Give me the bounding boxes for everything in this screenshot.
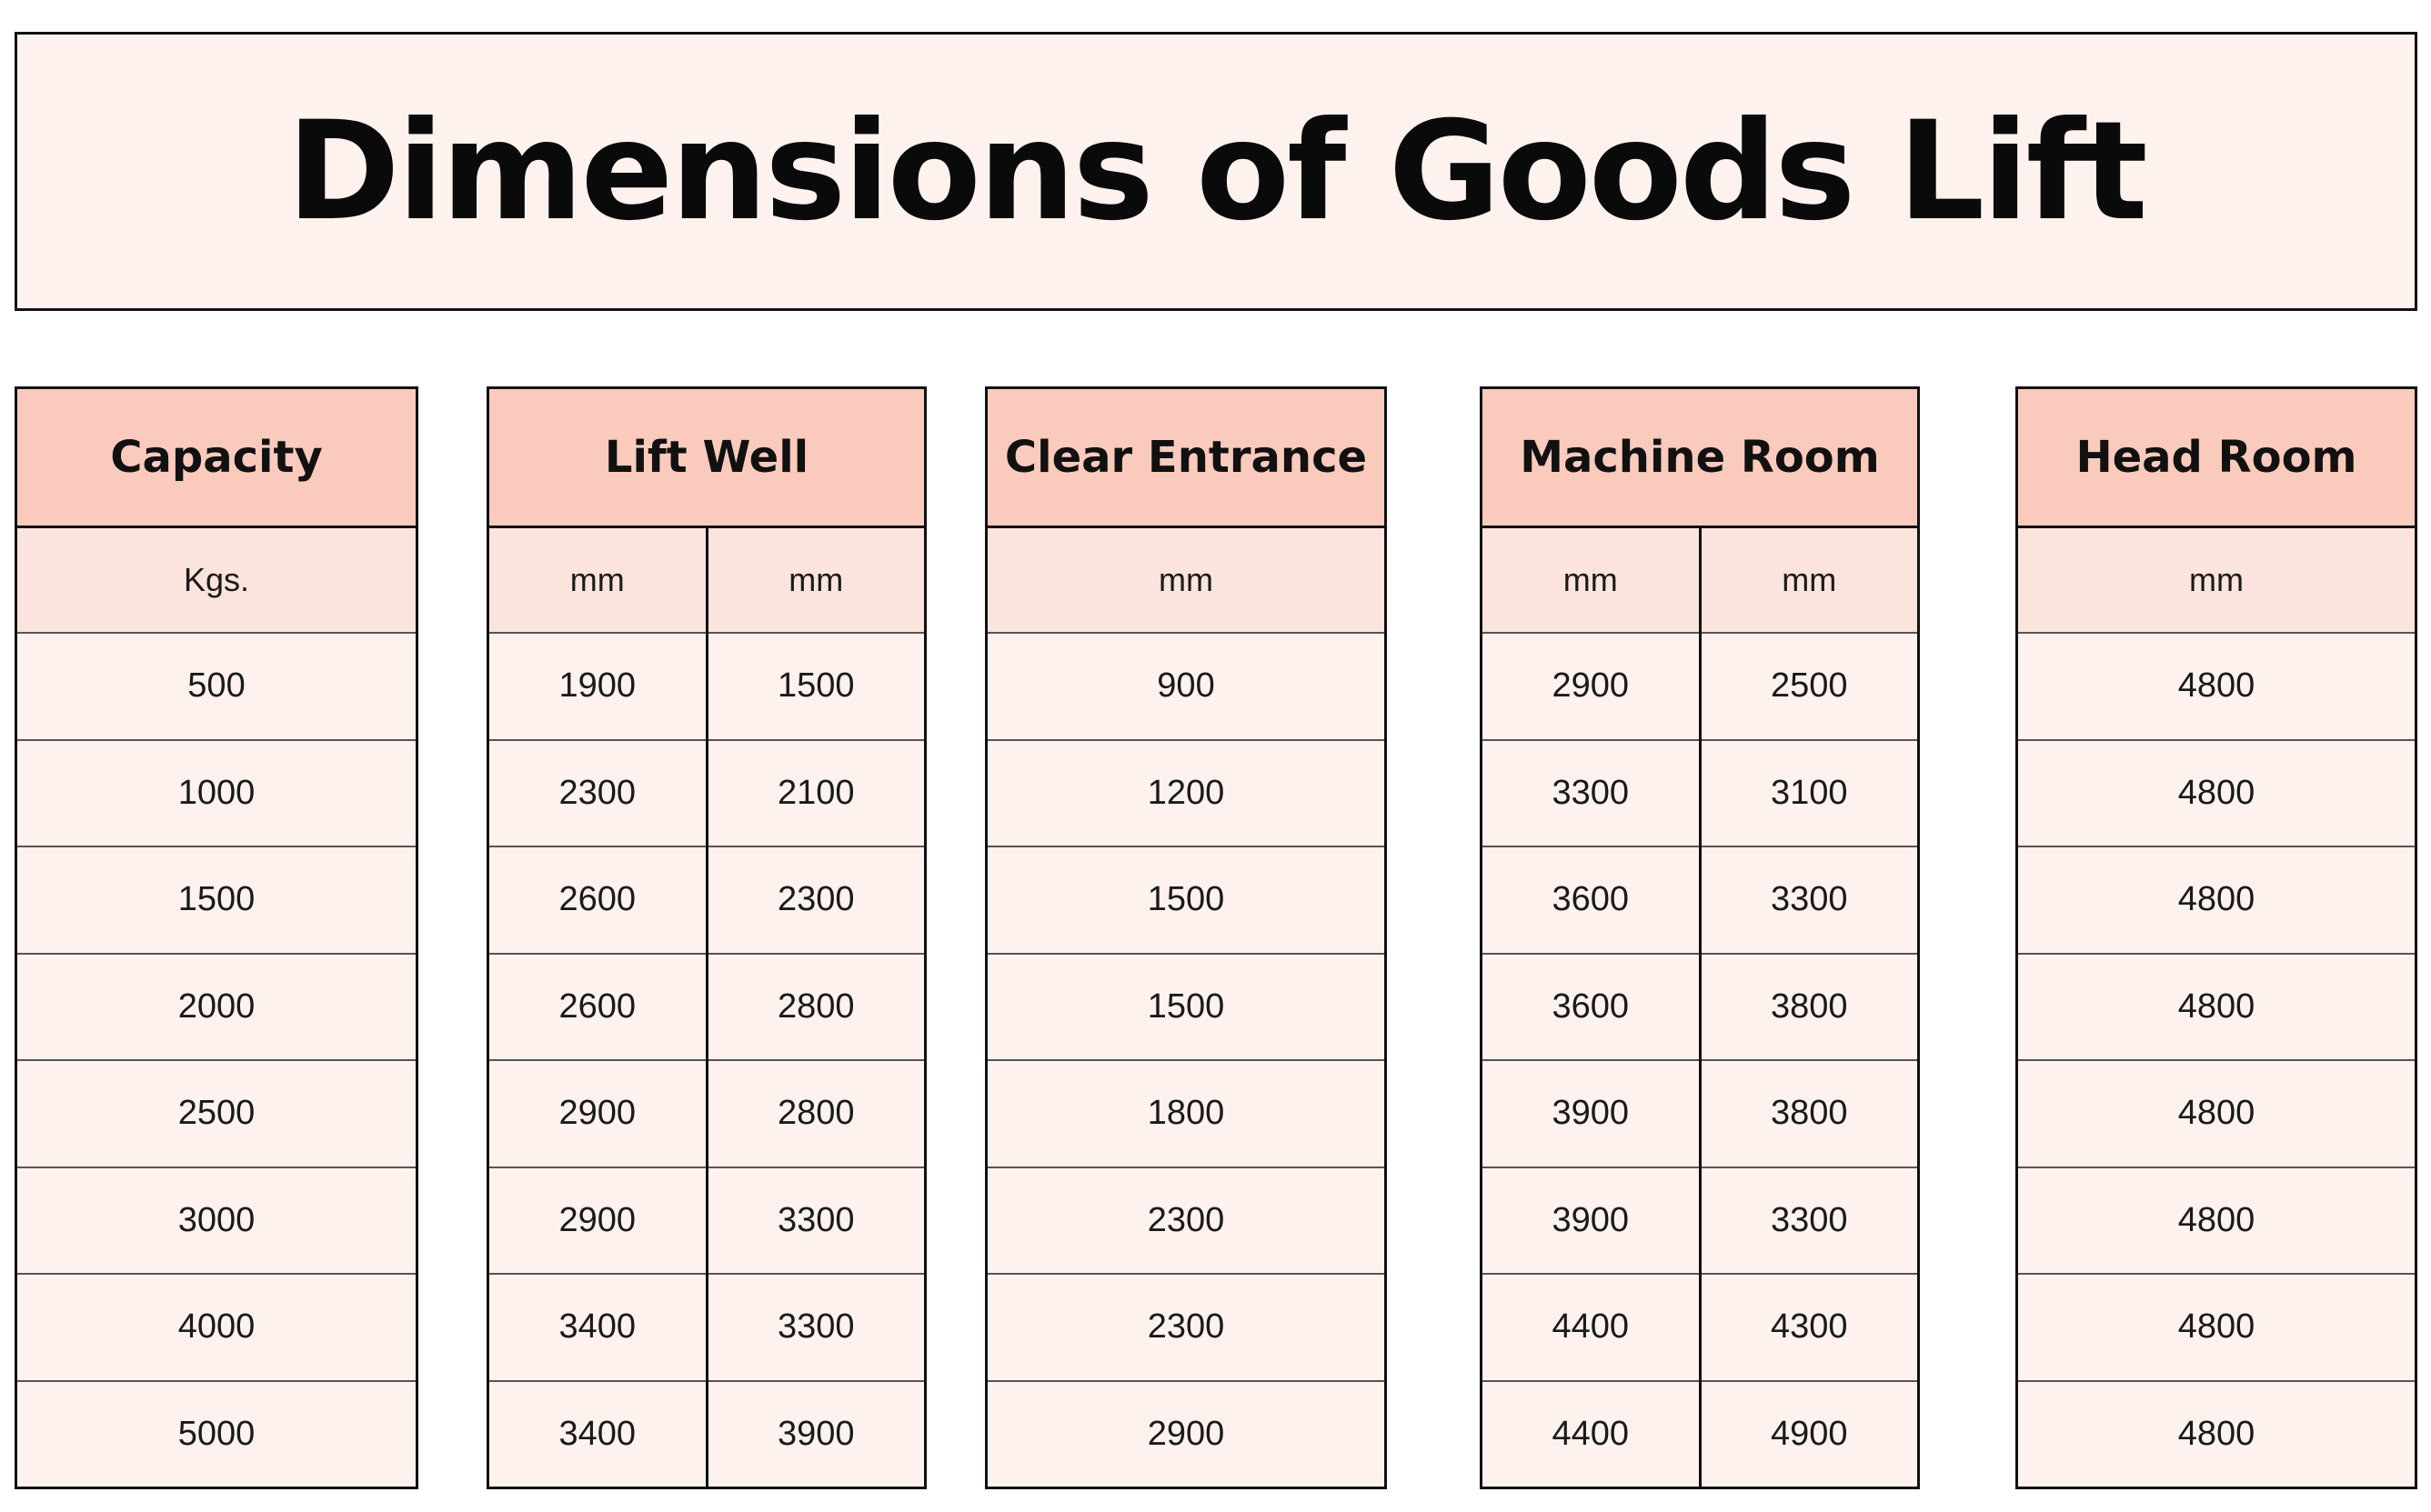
table-cell: 2900 (489, 1061, 706, 1168)
table-cell: 500 (17, 634, 416, 741)
table-cell: 4800 (2018, 1275, 2415, 1382)
table-cell: 4000 (17, 1275, 416, 1382)
table-cell: 4800 (2018, 740, 2415, 847)
table-cell: 5000 (17, 1381, 416, 1487)
table-cell: 3900 (1482, 1167, 1699, 1275)
table-cell: 4800 (2018, 954, 2415, 1061)
table-cell: 4400 (1482, 1381, 1699, 1487)
table-cell: 4900 (1701, 1381, 1917, 1487)
table-cell: 2100 (708, 740, 924, 847)
table-cell: 2500 (1701, 634, 1917, 741)
table-cell: 3600 (1482, 847, 1699, 955)
page-title: Dimensions of Goods Lift (286, 92, 2147, 251)
table-cell: 3600 (1482, 954, 1699, 1061)
unit-label: mm (988, 528, 1384, 634)
table-cell: 3100 (1701, 740, 1917, 847)
table-column: mm 1500 2100 2300 2800 2800 3300 3300 3900 (705, 528, 924, 1487)
lift-well-columns: mm 1900 2300 2600 2600 2900 2900 3400 3400 mm 1500… (489, 528, 924, 1487)
table-cell: 3300 (708, 1275, 924, 1382)
table-cell: 2600 (489, 954, 706, 1061)
table-cell: 2300 (988, 1167, 1384, 1275)
table-cell: 1800 (988, 1061, 1384, 1168)
table-cell: 900 (988, 634, 1384, 741)
table-cell: 1500 (708, 634, 924, 741)
table-cell: 1200 (988, 740, 1384, 847)
unit-label: mm (1701, 528, 1917, 634)
table-cell: 3300 (1701, 1167, 1917, 1275)
table-cell: 2500 (17, 1061, 416, 1168)
table-cell: 2900 (988, 1381, 1384, 1487)
table-cell: 3400 (489, 1275, 706, 1382)
table-cell: 3300 (1701, 847, 1917, 955)
table-cell: 2300 (489, 740, 706, 847)
table-cell: 3000 (17, 1167, 416, 1275)
table-cell: 2300 (708, 847, 924, 955)
table-cell: 4800 (2018, 1381, 2415, 1487)
head-room-columns: mm 4800 4800 4800 4800 4800 4800 4800 4800 (2018, 528, 2415, 1487)
table-cell: 3900 (1482, 1061, 1699, 1168)
clear-entrance-table: Clear Entrance mm 900 1200 1500 1500 1800 2300… (985, 386, 1387, 1489)
machine-room-columns: mm 2900 3300 3600 3600 3900 3900 4400 4400 mm 2500… (1482, 528, 1917, 1487)
capacity-table: Capacity Kgs. 500 1000 1500 2000 2500 3000 4000… (15, 386, 418, 1489)
table-cell: 4800 (2018, 1167, 2415, 1275)
capacity-columns: Kgs. 500 1000 1500 2000 2500 3000 4000 5000 (17, 528, 416, 1487)
unit-label: mm (708, 528, 924, 634)
table-cell: 1500 (988, 847, 1384, 955)
unit-label: Kgs. (17, 528, 416, 634)
machine-room-header: Machine Room (1482, 389, 1917, 528)
table-cell: 2000 (17, 954, 416, 1061)
table-cell: 3300 (1482, 740, 1699, 847)
table-column: mm 900 1200 1500 1500 1800 2300 2300 2900 (988, 528, 1384, 1487)
table-column: mm 4800 4800 4800 4800 4800 4800 4800 4800 (2018, 528, 2415, 1487)
head-room-header: Head Room (2018, 389, 2415, 528)
table-cell: 2900 (1482, 634, 1699, 741)
table-cell: 4800 (2018, 847, 2415, 955)
table-cell: 1500 (988, 954, 1384, 1061)
table-cell: 4300 (1701, 1275, 1917, 1382)
table-column: mm 2900 3300 3600 3600 3900 3900 4400 4400 (1482, 528, 1699, 1487)
table-cell: 4800 (2018, 634, 2415, 741)
table-cell: 2300 (988, 1275, 1384, 1382)
unit-label: mm (2018, 528, 2415, 634)
clear-entrance-columns: mm 900 1200 1500 1500 1800 2300 2300 2900 (988, 528, 1384, 1487)
table-cell: 1900 (489, 634, 706, 741)
table-cell: 2800 (708, 1061, 924, 1168)
unit-label: mm (489, 528, 706, 634)
table-column: mm 2500 3100 3300 3800 3800 3300 4300 4900 (1698, 528, 1917, 1487)
machine-room-table: Machine Room mm 2900 3300 3600 3600 3900 3900 4… (1480, 386, 1920, 1489)
table-cell: 4800 (2018, 1061, 2415, 1168)
table-cell: 2600 (489, 847, 706, 955)
title-banner: Dimensions of Goods Lift (15, 32, 2417, 311)
table-cell: 3400 (489, 1381, 706, 1487)
table-cell: 3800 (1701, 1061, 1917, 1168)
table-cell: 4400 (1482, 1275, 1699, 1382)
clear-entrance-header: Clear Entrance (988, 389, 1384, 528)
unit-label: mm (1482, 528, 1699, 634)
table-cell: 2900 (489, 1167, 706, 1275)
capacity-header: Capacity (17, 389, 416, 528)
head-room-table: Head Room mm 4800 4800 4800 4800 4800 4800 4800… (2015, 386, 2417, 1489)
table-cell: 3900 (708, 1381, 924, 1487)
table-cell: 3300 (708, 1167, 924, 1275)
lift-well-header: Lift Well (489, 389, 924, 528)
table-column: mm 1900 2300 2600 2600 2900 2900 3400 3400 (489, 528, 706, 1487)
table-cell: 3800 (1701, 954, 1917, 1061)
table-cell: 1000 (17, 740, 416, 847)
table-column: Kgs. 500 1000 1500 2000 2500 3000 4000 5000 (17, 528, 416, 1487)
table-cell: 2800 (708, 954, 924, 1061)
lift-well-table: Lift Well mm 1900 2300 2600 2600 2900 2900 3400… (487, 386, 927, 1489)
table-cell: 1500 (17, 847, 416, 955)
